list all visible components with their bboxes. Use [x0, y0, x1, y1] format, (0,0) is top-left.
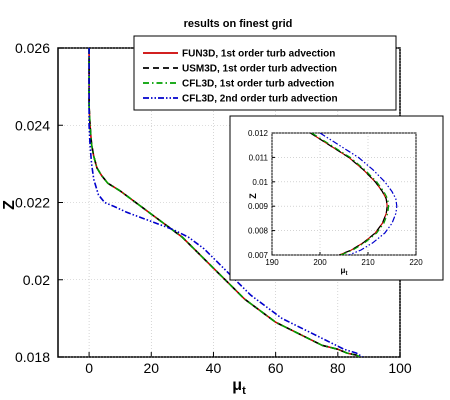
main-y-tick-label: 0.026 — [15, 40, 50, 56]
x-axis-label-subscript: t — [242, 385, 246, 397]
inset-y-tick-label: 0.011 — [249, 153, 269, 162]
inset-x-tick-label: 200 — [313, 258, 327, 267]
inset-plot-frame — [272, 133, 416, 255]
main-y-tick-label: 0.02 — [23, 272, 50, 288]
legend: FUN3D, 1st order turb advection USM3D, 1s… — [134, 36, 396, 110]
inset-plot: 190 200 210 2200.0070.0080.0090.010.0110.01… — [230, 116, 443, 280]
inset-x-axis-label-subscript: t — [345, 271, 347, 277]
legend-entry-label: CFL3D, 2nd order turb advection — [182, 94, 338, 105]
inset-y-tick-label: 0.008 — [248, 227, 269, 236]
x-axis-label-base: μ — [232, 377, 242, 394]
main-x-tick-label: 80 — [330, 360, 346, 376]
legend-entry-label: FUN3D, 1st order turb advection — [182, 49, 335, 60]
chart-title: results on finest grid — [184, 18, 293, 30]
inset-x-tick-label: 210 — [361, 258, 375, 267]
inset-y-axis-label: Z — [248, 193, 258, 199]
y-axis-label: Z — [1, 200, 18, 210]
main-x-tick-label: 100 — [388, 360, 412, 376]
main-x-tick-label: 60 — [268, 360, 284, 376]
inset-y-tick-label: 0.007 — [248, 251, 269, 260]
main-x-tick-label: 20 — [143, 360, 159, 376]
main-y-tick-label: 0.018 — [15, 349, 50, 365]
main-x-tick-label: 40 — [206, 360, 222, 376]
inset-x-tick-label: 220 — [409, 258, 423, 267]
main-x-tick-label: 0 — [85, 360, 93, 376]
legend-entry-label: CFL3D, 1st order turb advection — [182, 79, 334, 90]
inset-y-tick-label: 0.01 — [252, 178, 268, 187]
inset-y-tick-label: 0.009 — [248, 202, 269, 211]
inset-y-tick-label: 0.012 — [248, 129, 269, 138]
main-y-tick-label: 0.024 — [15, 117, 50, 133]
legend-entry-label: USM3D, 1st order turb advection — [182, 64, 337, 75]
main-y-tick-label: 0.022 — [15, 195, 50, 211]
x-axis-label: μt — [232, 377, 246, 397]
